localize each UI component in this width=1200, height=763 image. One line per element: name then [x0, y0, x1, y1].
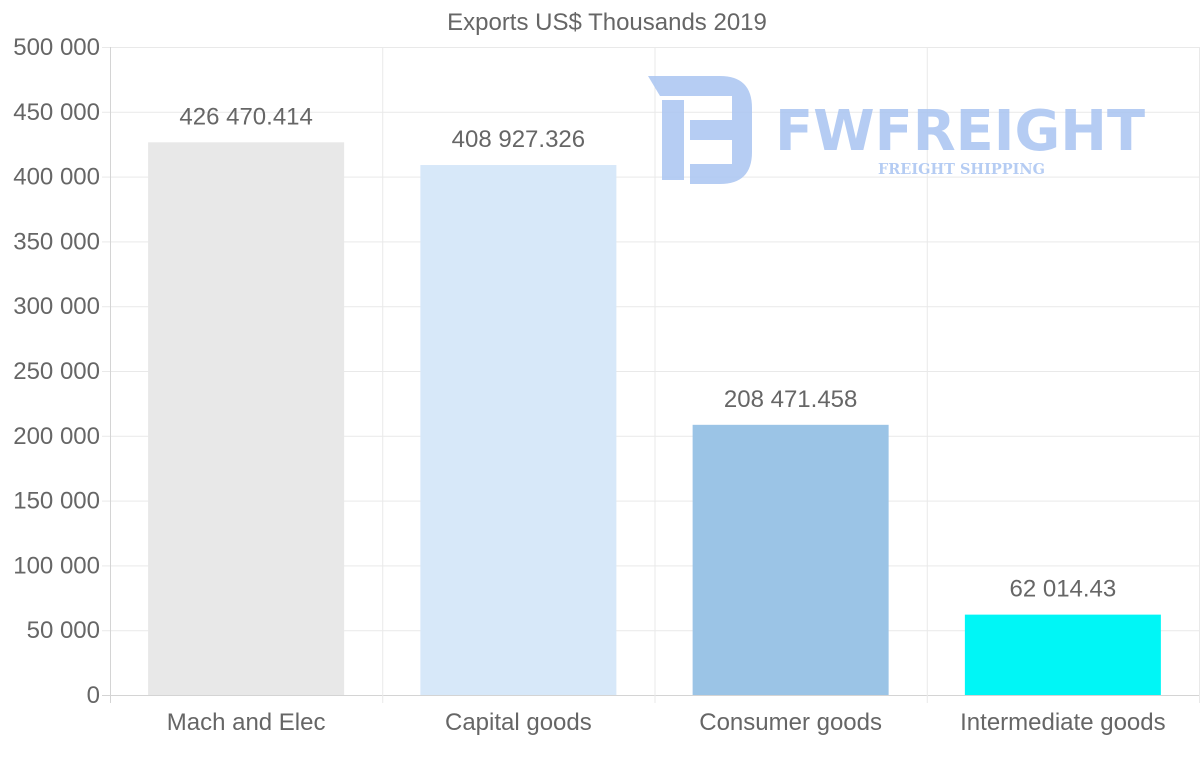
- x-tick-label: Consumer goods: [699, 709, 882, 736]
- y-tick-label: 450 000: [13, 99, 100, 126]
- watermark-logo: FWFREIGHT FREIGHT SHIPPING: [648, 76, 1145, 184]
- y-tick-label: 200 000: [13, 423, 100, 450]
- x-axis-ticks: Mach and Elec Capital goods Consumer goods…: [167, 709, 1166, 736]
- bar: [148, 142, 345, 696]
- data-label: 408 927.326: [452, 126, 585, 153]
- x-tick-label: Intermediate goods: [960, 709, 1165, 736]
- bar: [964, 614, 1161, 695]
- y-tick-label: 0: [87, 682, 100, 709]
- y-tick-label: 500 000: [13, 34, 100, 61]
- y-tick-label: 150 000: [13, 488, 100, 515]
- watermark-brand: FWFREIGHT: [775, 99, 1145, 164]
- y-axis-ticks: 0 50 000 100 000 150 000 200 000 250 000 300 0…: [13, 34, 100, 709]
- y-tick-label: 400 000: [13, 164, 100, 191]
- y-tick-label: 250 000: [13, 358, 100, 385]
- bar: [420, 165, 617, 696]
- x-tick-label: Capital goods: [445, 709, 592, 736]
- watermark-tagline: FREIGHT SHIPPING: [878, 160, 1045, 178]
- data-label: 208 471.458: [724, 386, 857, 413]
- watermark-emblem-icon: [648, 76, 752, 184]
- bars: [148, 142, 1161, 696]
- data-label: 426 470.414: [179, 103, 312, 130]
- y-tick-label: 300 000: [13, 293, 100, 320]
- data-label: 62 014.43: [1009, 576, 1116, 603]
- y-tick-label: 50 000: [27, 617, 100, 644]
- data-labels: 426 470.414 408 927.326 208 471.458 62 014.…: [179, 103, 1116, 602]
- x-tick-label: Mach and Elec: [167, 709, 326, 736]
- chart-title: Exports US$ Thousands 2019: [447, 9, 767, 36]
- y-tick-label: 100 000: [13, 552, 100, 579]
- y-tick-label: 350 000: [13, 228, 100, 255]
- bar: [692, 424, 889, 695]
